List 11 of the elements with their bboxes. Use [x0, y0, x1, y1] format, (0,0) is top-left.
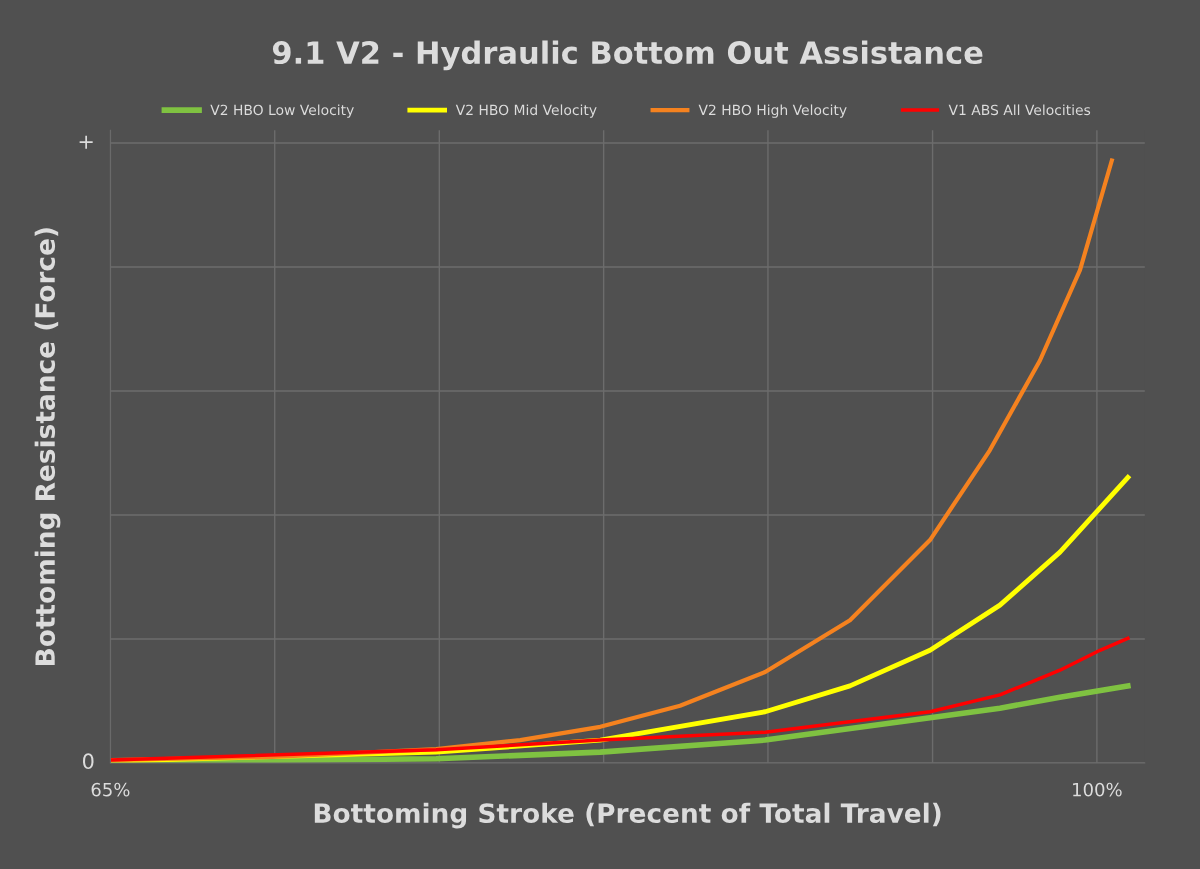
- text: 0: [83, 753, 94, 770]
- legend-label: V2 HBO Mid Velocity: [455, 104, 597, 118]
- x-tick-label: 65%: [91, 782, 130, 797]
- x-axis-title: Bottoming Stroke (Precent of Total Travel): [314, 802, 941, 829]
- legend-label: V2 HBO Low Velocity: [210, 104, 354, 118]
- x-tick-label: 100%: [1073, 782, 1122, 797]
- legend-label: V2 HBO High Velocity: [698, 104, 847, 118]
- text: +: [79, 135, 93, 149]
- chart-title: 9.1 V2 - Hydraulic Bottom Out Assistance: [272, 40, 983, 71]
- legend-label: V1 ABS All Velocities: [948, 104, 1091, 116]
- y-axis-title: Bottoming Resistance (Force): [34, 228, 61, 665]
